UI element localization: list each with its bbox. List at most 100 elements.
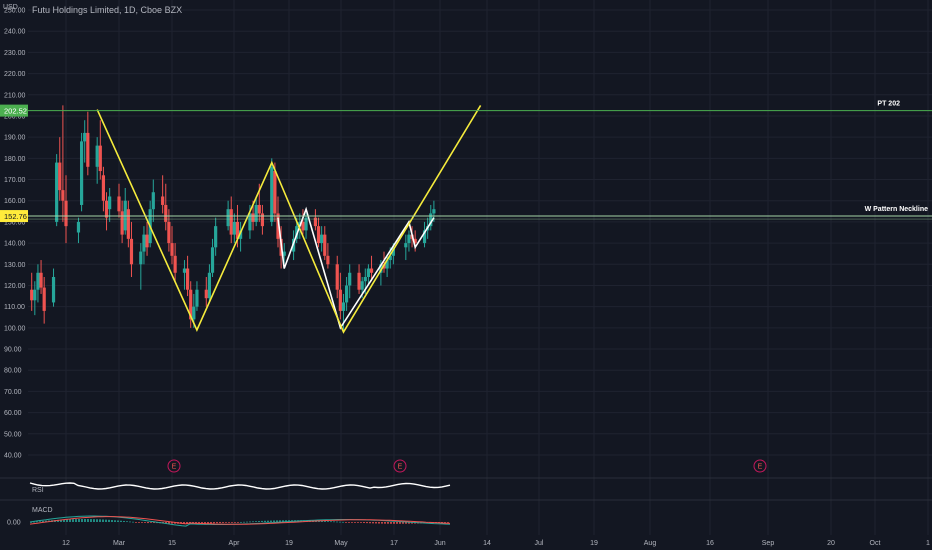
macd-histogram-bar	[408, 522, 410, 524]
earnings-marker-label: E	[758, 464, 763, 471]
price-tick-label: 90.00	[4, 347, 22, 354]
candle	[257, 204, 261, 214]
macd-histogram-bar	[339, 521, 341, 523]
candle	[173, 255, 177, 273]
candle	[273, 171, 277, 214]
candle	[83, 132, 87, 142]
macd-histogram-bar	[225, 522, 227, 523]
macd-histogram-bar	[33, 521, 35, 523]
time-tick-label: May	[334, 540, 348, 547]
macd-histogram-bar	[357, 522, 359, 523]
signal-line	[29, 516, 451, 525]
earnings-marker	[753, 459, 767, 473]
candle	[232, 221, 236, 235]
candle	[348, 272, 352, 286]
macd-histogram-bar	[342, 521, 344, 523]
macd-histogram-bar	[45, 520, 47, 522]
price-axis[interactable]: 250.00 240.00 230.00 220.00 210.00 200.00 190.…	[0, 8, 28, 527]
macd-histogram-bar	[243, 521, 245, 523]
candle	[42, 287, 46, 311]
macd-histogram-bar	[171, 522, 173, 524]
earnings-marker-label: E	[172, 464, 177, 471]
candle	[214, 226, 218, 248]
macd-histogram-bar	[90, 519, 92, 522]
price-tick-label: 150.00	[4, 219, 26, 226]
rsi-pane: RSI	[29, 482, 451, 494]
candle	[229, 209, 233, 235]
macd-histogram-bar	[99, 519, 101, 522]
time-tick-label: 12	[62, 540, 70, 547]
candle	[120, 211, 124, 235]
macd-histogram-bar	[372, 522, 374, 524]
candle	[207, 272, 212, 299]
candle	[167, 221, 171, 244]
time-tick-label: 20	[827, 540, 835, 547]
macd-histogram-bar	[402, 522, 404, 524]
macd-histogram-bar	[57, 519, 59, 522]
candle	[404, 243, 408, 248]
price-tick-label: 180.00	[4, 156, 26, 163]
macd-histogram-bar	[261, 520, 263, 522]
candle	[388, 255, 392, 261]
earnings-marker	[393, 459, 407, 473]
macd-histogram-bar	[369, 522, 371, 524]
macd-histogram-bar	[207, 522, 209, 524]
candle	[282, 251, 286, 256]
price-target-tag	[0, 104, 28, 117]
macd-histogram-bar	[183, 522, 185, 524]
macd-histogram-bar	[384, 522, 386, 524]
time-tick-label: 15	[168, 540, 176, 547]
macd-histogram-bar	[396, 522, 398, 524]
w-pattern-line	[96, 104, 482, 334]
time-tick-label: 1	[926, 540, 930, 547]
macd-histogram-bar	[108, 519, 110, 522]
macd-histogram-bar	[327, 521, 329, 522]
w-pattern[interactable]	[96, 104, 482, 334]
price-tick-label: 50.00	[4, 431, 22, 438]
macd-histogram-bar	[102, 519, 104, 522]
macd-histogram-bar	[282, 520, 284, 522]
candle	[139, 251, 143, 265]
time-tick-label: 14	[483, 540, 491, 547]
inner-pattern-line	[277, 206, 435, 330]
price-tick-label: 120.00	[4, 283, 26, 290]
candle	[76, 221, 81, 233]
macd-histogram-bar	[399, 522, 401, 524]
candle	[248, 213, 252, 231]
candle	[270, 166, 274, 222]
candle	[58, 162, 62, 191]
macd-histogram-bar	[279, 520, 281, 522]
macd-histogram-bar	[246, 521, 248, 523]
macd-histogram-bar	[249, 521, 251, 523]
macd-histogram-bar	[201, 522, 203, 524]
macd-histogram-bar	[252, 521, 254, 523]
candle	[129, 238, 134, 265]
macd-histogram-bar	[381, 522, 383, 524]
time-tick-label: Apr	[229, 540, 241, 547]
macd-histogram-bar	[87, 519, 89, 522]
currency-label: USD	[3, 4, 18, 11]
price-tick-label: 40.00	[4, 453, 22, 460]
candle	[204, 289, 208, 299]
macd-histogram-bar	[168, 522, 170, 524]
candle	[126, 209, 130, 239]
candle	[391, 247, 395, 256]
rsi-line	[29, 482, 451, 490]
macd-histogram-bar	[345, 522, 347, 523]
horizontal-lines[interactable]	[28, 110, 932, 220]
macd-histogram-bar	[84, 519, 86, 522]
grid	[0, 0, 932, 535]
macd-histogram-bar	[360, 522, 362, 523]
macd-histogram-bar	[219, 522, 221, 524]
candle	[235, 221, 240, 239]
macd-histogram-bar	[387, 522, 389, 524]
candle	[142, 234, 146, 252]
time-tick-label: 16	[706, 540, 714, 547]
price-tick-label: 190.00	[4, 135, 26, 142]
candle	[429, 213, 433, 227]
macd-label: MACD	[32, 507, 53, 514]
time-axis[interactable]: 12 Mar 15 Apr 19 May 17 Jun 14 Jul 19 Aug 16 Sep 20 Oct…	[62, 540, 930, 547]
neckline-tag-label: 152.76	[4, 212, 27, 221]
